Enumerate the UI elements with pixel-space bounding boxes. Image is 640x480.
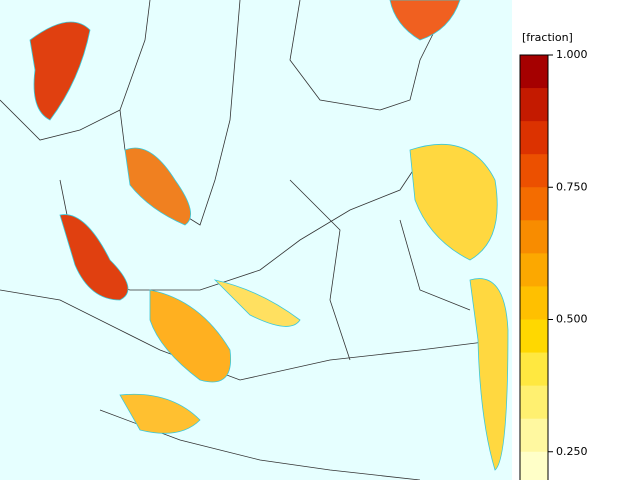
colorbar-tick-label: 1.000: [556, 48, 588, 61]
colorbar-bin: [520, 352, 548, 387]
colorbar-bin: [520, 319, 548, 354]
colorbar-bin: [520, 55, 548, 89]
colorbar-bin: [520, 220, 548, 254]
colorbar-bin: [520, 154, 548, 188]
colorbar-bin: [520, 88, 548, 122]
colorbar-tick-label: 0.500: [556, 313, 588, 326]
colorbar-bin: [520, 253, 548, 287]
colorbar-tick-label: 0.750: [556, 180, 588, 193]
colorbar-frame: [519, 54, 549, 480]
colorbar-label: [fraction]: [522, 31, 573, 44]
colorbar-bin: [520, 121, 548, 155]
map-features: [0, 0, 509, 480]
colorbar-bin: [520, 187, 548, 221]
colorbar-bin: [520, 418, 548, 453]
colorbar: 1.000 0.750 0.500 0.250: [519, 48, 588, 480]
colorbar-tick-label: 0.250: [556, 445, 588, 458]
colorbar-bin: [520, 286, 548, 320]
colorbar-bin: [520, 451, 548, 480]
colorbar-bin: [520, 385, 548, 420]
